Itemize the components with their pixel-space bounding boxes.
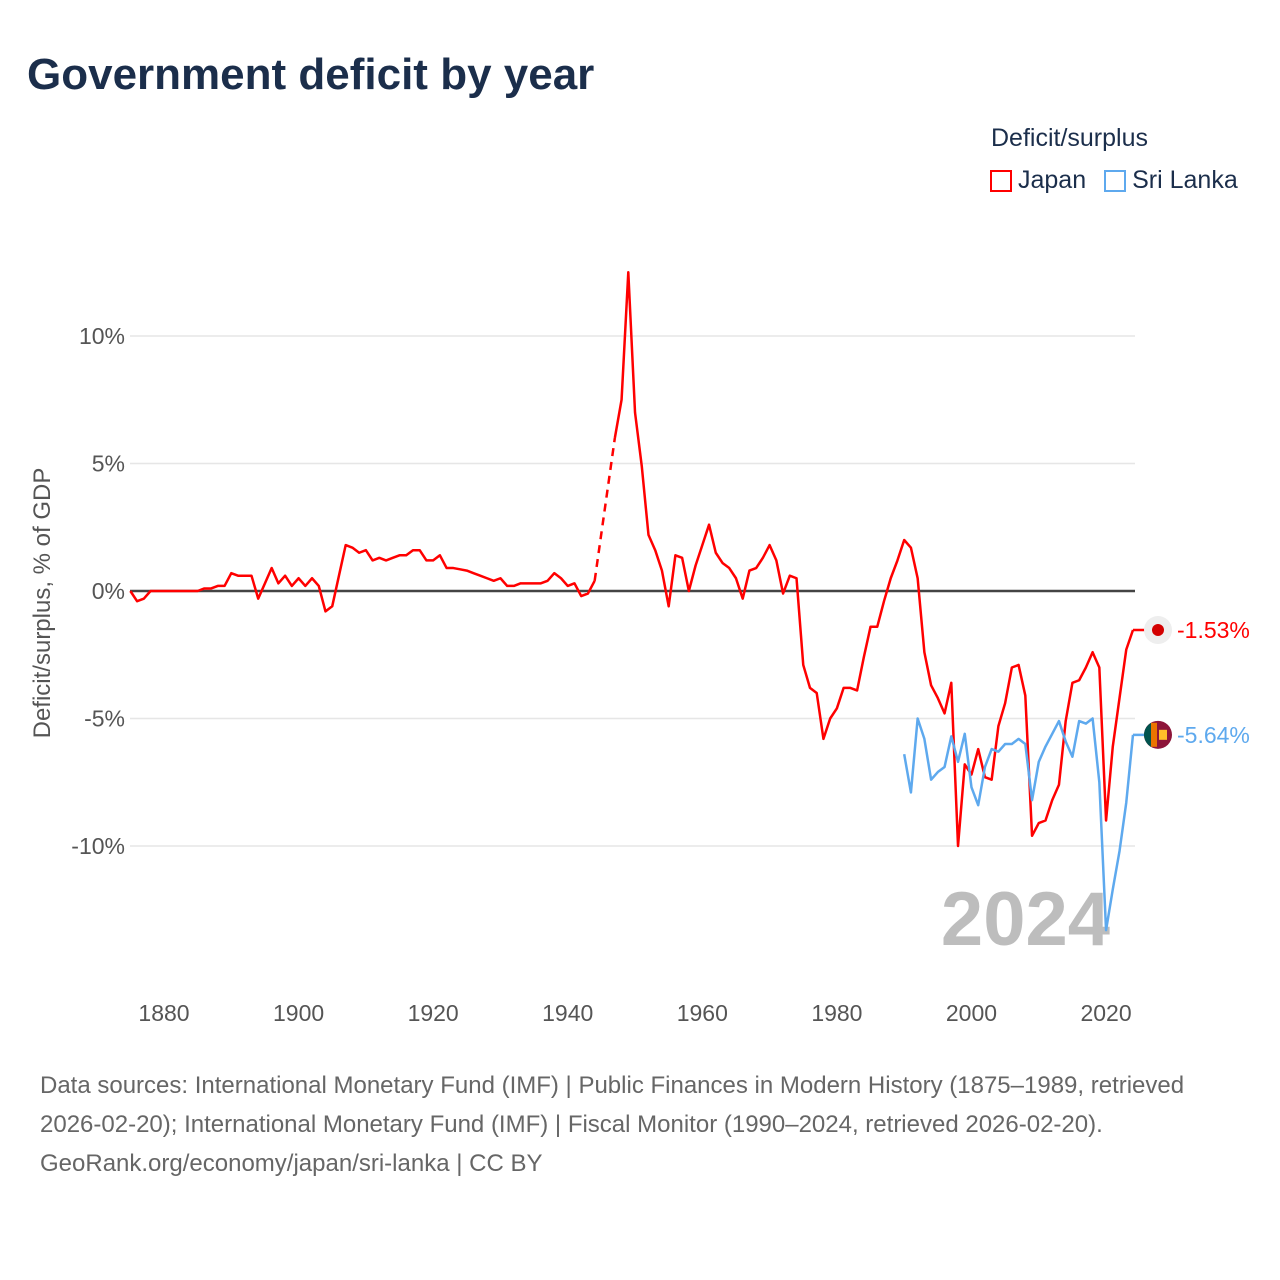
legend-title: Deficit/surplus [991,124,1148,152]
flag-sri-lanka-orange [1151,722,1157,747]
x-tick-label: 1900 [273,1000,324,1026]
series-line-sri-lanka [902,717,1135,932]
legend-item-sri-lanka[interactable]: Sri Lanka [1104,166,1238,195]
legend: Japan Sri Lanka [990,166,1238,195]
series-gap-japan [593,437,617,581]
page-title: Government deficit by year [27,50,595,99]
x-tick-label: 1920 [408,1000,459,1026]
y-tick-label: 0% [92,578,125,604]
end-value-label-japan: -1.53% [1177,617,1250,643]
flag-japan-disc [1152,624,1164,637]
x-tick-label: 1880 [138,1000,189,1026]
flag-icon-japan [1144,616,1172,645]
x-tick-label: 1960 [677,1000,728,1026]
chart-svg: Deficit/surplus, % of GDP 2024 10% 5% 0% -5… [29,271,1250,1026]
y-tick-label: 5% [92,451,125,477]
series-line-japan [129,543,596,613]
y-axis-label: Deficit/surplus, % of GDP [29,468,56,739]
end-value-label-sri-lanka: -5.64% [1177,722,1250,748]
x-tick-label: 2000 [946,1000,997,1026]
flag-sri-lanka-lion [1159,729,1167,740]
flag-icon-sri-lanka [1144,720,1172,749]
sources: Data sources: International Monetary Fun… [40,1066,1240,1183]
flag-sri-lanka-green [1144,722,1151,747]
x-tick-label: 1980 [811,1000,862,1026]
x-tick-label: 1940 [542,1000,593,1026]
y-tick-label: -5% [84,706,125,732]
series-line-japan [613,271,1135,848]
legend-swatch-sri-lanka [1104,169,1127,192]
legend-item-japan[interactable]: Japan [990,166,1086,195]
current-year-label: 2024 [941,877,1110,962]
sources-link[interactable]: GeoRank.org/economy/japan/sri-lanka | CC… [40,1150,543,1177]
x-tick-label: 2020 [1080,1000,1131,1026]
sources-text: Data sources: International Monetary Fun… [40,1072,1185,1138]
legend-swatch-japan [990,169,1012,192]
y-tick-label: -10% [71,833,125,859]
legend-label-sri-lanka: Sri Lanka [1132,166,1238,194]
y-tick-label: 10% [79,323,125,349]
legend-label-japan: Japan [1018,166,1087,194]
